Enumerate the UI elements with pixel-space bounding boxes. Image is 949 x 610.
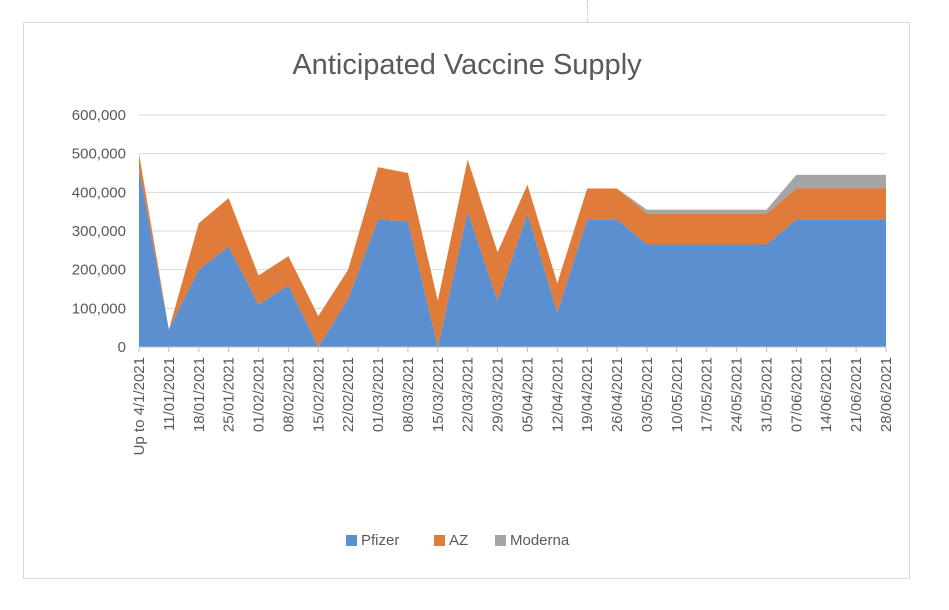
x-tick-label: 11/01/2021 <box>161 357 178 431</box>
x-tick-label: 01/02/2021 <box>251 357 268 432</box>
y-axis-ticks: 0 100,000 200,000 300,000 400,000 500,000 600,… <box>72 107 126 356</box>
x-axis-ticks: Up to 4/1/2021 11/01/2021 18/01/2021 25/01/… <box>131 357 895 455</box>
x-tick-label: 07/06/2021 <box>788 357 805 432</box>
y-tick-label: 200,000 <box>72 262 126 279</box>
x-tick-label: 18/01/2021 <box>191 357 208 432</box>
axis-layer <box>138 346 887 352</box>
legend-label-az: AZ <box>449 532 468 549</box>
y-tick-label: 300,000 <box>72 223 126 240</box>
x-tick-label: 29/03/2021 <box>490 357 507 432</box>
area-pfizer <box>139 169 886 347</box>
x-tick-label: 01/03/2021 <box>370 357 387 432</box>
x-tick-label: 25/01/2021 <box>221 357 238 432</box>
y-tick-label: 500,000 <box>72 146 126 163</box>
legend-swatch-pfizer <box>346 535 357 546</box>
x-tick-label: 24/05/2021 <box>729 357 746 432</box>
x-tick-label: 22/02/2021 <box>340 357 357 432</box>
x-tick-label: Up to 4/1/2021 <box>131 357 148 455</box>
x-tick-label: 05/04/2021 <box>519 357 536 432</box>
area-az <box>139 153 886 347</box>
chart-frame: Anticipated Vaccine Supply 0 100,000 200,0… <box>23 22 910 579</box>
x-tick-label: 15/03/2021 <box>430 357 447 432</box>
x-tick-label: 31/05/2021 <box>758 357 775 432</box>
legend-swatch-moderna <box>495 535 506 546</box>
x-tick-label: 17/05/2021 <box>699 357 716 432</box>
x-tick-label: 19/04/2021 <box>579 357 596 432</box>
x-tick-label: 08/03/2021 <box>400 357 417 432</box>
chart-title: Anticipated Vaccine Supply <box>292 49 642 81</box>
chart-svg: Anticipated Vaccine Supply 0 100,000 200,0… <box>72 49 895 549</box>
area-layer <box>139 153 886 347</box>
legend: Pfizer AZ Moderna <box>346 532 570 549</box>
y-tick-label: 400,000 <box>72 184 126 201</box>
x-tick-label: 22/03/2021 <box>460 357 477 432</box>
legend-swatch-az <box>434 535 445 546</box>
x-tick-label: 15/02/2021 <box>310 357 327 432</box>
y-tick-label: 0 <box>118 339 126 356</box>
legend-label-moderna: Moderna <box>510 532 570 549</box>
x-tick-label: 26/04/2021 <box>609 357 626 432</box>
x-tick-label: 21/06/2021 <box>848 357 865 432</box>
x-tick-label: 03/05/2021 <box>639 357 656 432</box>
x-tick-label: 14/06/2021 <box>818 357 835 432</box>
x-tick-label: 10/05/2021 <box>669 357 686 432</box>
x-tick-label: 08/02/2021 <box>280 357 297 432</box>
legend-label-pfizer: Pfizer <box>361 532 399 549</box>
y-tick-label: 100,000 <box>72 300 126 317</box>
x-tick-label: 28/06/2021 <box>878 357 895 432</box>
y-tick-label: 600,000 <box>72 107 126 124</box>
x-tick-label: 12/04/2021 <box>549 357 566 432</box>
